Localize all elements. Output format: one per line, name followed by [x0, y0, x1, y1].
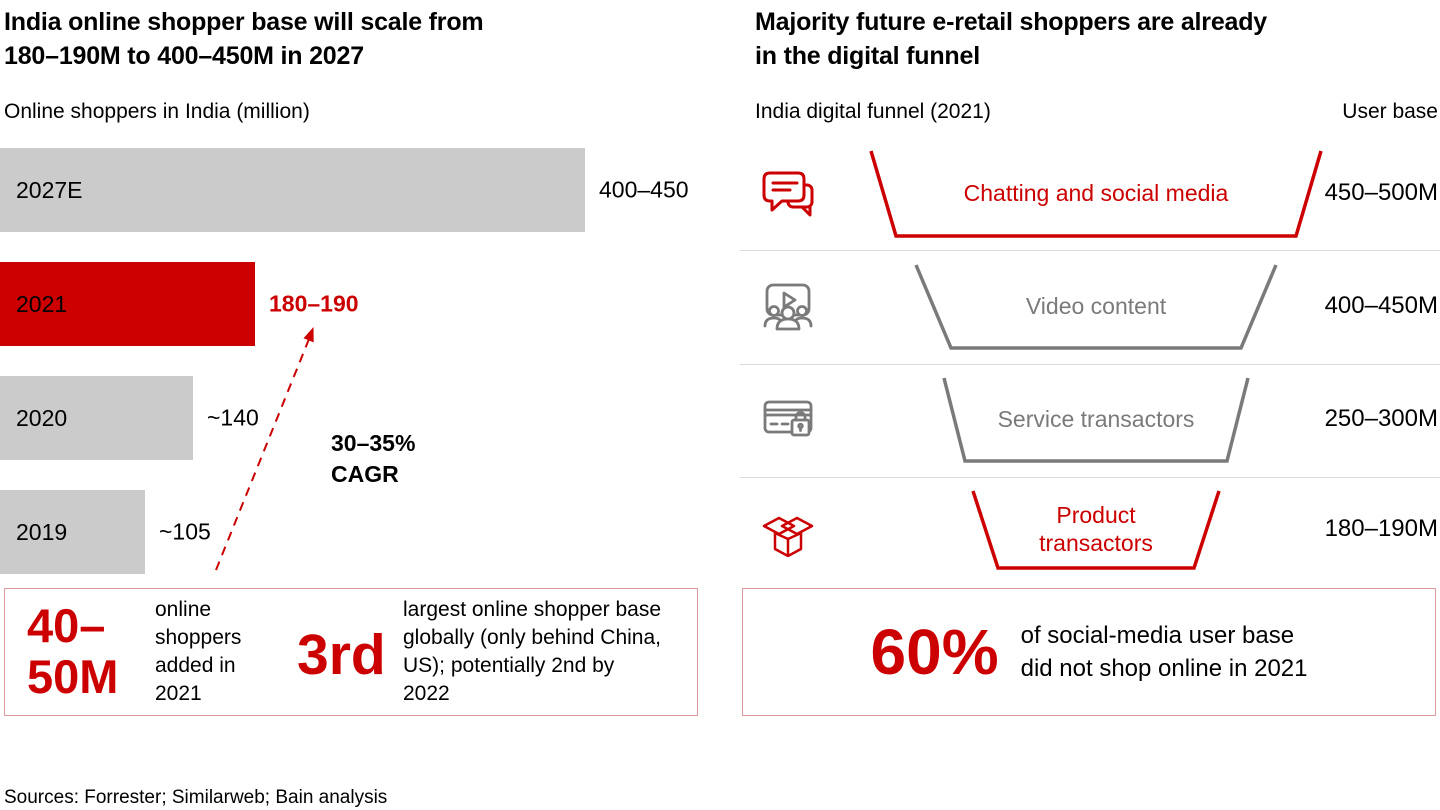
funnel-shape: [914, 264, 1278, 350]
bar-value-label: ~140: [207, 404, 259, 431]
funnel-label: Chatting and social media: [963, 180, 1229, 206]
right-title: Majority future e-retail shoppers are al…: [755, 5, 1267, 73]
left-title-line2: 180–190M to 400–450M in 2027: [4, 42, 364, 70]
funnel-row-1: Chatting and social media 450–500M: [740, 148, 1440, 244]
bar-category-label: 2020: [16, 404, 68, 431]
bar-category-label: 2027E: [16, 176, 83, 203]
bar-chart: 2027E 400–450 2021 180–190 2020 ~140 2019 ~105: [0, 148, 720, 580]
bar-category-label: 2019: [16, 518, 68, 545]
funnel-row-4: Product transactors 180–190M: [740, 488, 1440, 580]
funnel-row-3: Service transactors 250–300M: [740, 375, 1440, 469]
video-audience-icon: [760, 278, 816, 334]
bar-value-label: 180–190: [269, 290, 359, 317]
card-lock-icon: [760, 391, 816, 447]
bar-value-label: 400–450: [599, 176, 689, 203]
funnel-value: 450–500M: [1324, 179, 1438, 206]
funnel-subtitle: India digital funnel (2021): [755, 100, 991, 123]
bar-category-label: 2021: [16, 290, 68, 317]
funnel-value: 180–190M: [1324, 515, 1438, 542]
right-panel: Majority future e-retail shoppers are al…: [740, 0, 1440, 810]
bar-row-2019: 2019 ~105: [0, 490, 720, 574]
bar-row-2020: 2020 ~140: [0, 376, 720, 460]
left-title-line1: India online shopper base will scale fro…: [4, 8, 484, 36]
insight-box-left: 40– 50M online shoppers added in 2021 3r…: [4, 588, 698, 716]
right-title-line2: in the digital funnel: [755, 42, 980, 70]
right-title-line1: Majority future e-retail shoppers are al…: [755, 8, 1268, 36]
stat-rank: 3rd: [297, 623, 386, 687]
chart-subtitle: Online shoppers in India (million): [4, 100, 310, 123]
funnel-value: 400–450M: [1324, 292, 1438, 319]
funnel-shape: [971, 490, 1221, 570]
funnel-label: Video content: [1025, 293, 1167, 319]
bar-row-2021: 2021 180–190: [0, 262, 720, 346]
funnel-divider: [740, 250, 1440, 251]
stat-shoppers-added: 40– 50M: [27, 599, 119, 703]
cagr-value: 30–35%: [331, 430, 416, 456]
cagr-label: 30–35% CAGR: [331, 428, 415, 490]
user-base-label: User base: [1342, 100, 1438, 123]
stat-rank-desc: largest online shopper base globally (on…: [403, 598, 662, 705]
funnel-divider: [740, 364, 1440, 365]
funnel-value: 250–300M: [1324, 405, 1438, 432]
funnel-label: Service transactors: [997, 406, 1195, 432]
funnel-label: Product transactors: [1039, 502, 1153, 556]
funnel-row-2: Video content 400–450M: [740, 262, 1440, 356]
bar-2019: 2019: [0, 490, 145, 574]
funnel: Chatting and social media 450–500M Video c…: [740, 0, 1440, 600]
stat-shoppers-added-desc: online shoppers added in 2021: [155, 598, 242, 705]
bar-value-label: ~105: [159, 518, 211, 545]
bar-2021: 2021: [0, 262, 255, 346]
bar-2020: 2020: [0, 376, 193, 460]
funnel-divider: [740, 477, 1440, 478]
stat-60pct: 60%: [870, 616, 999, 688]
bar-row-2027E: 2027E 400–450: [0, 148, 720, 232]
chat-bubbles-icon: [760, 165, 816, 221]
bar-2027E: 2027E: [0, 148, 585, 232]
funnel-shape: [942, 377, 1250, 463]
insight-box-right: 60% of social-media user base did not sh…: [742, 588, 1436, 716]
cagr-word: CAGR: [331, 461, 399, 487]
sources-note: Sources: Forrester; Similarweb; Bain ana…: [4, 787, 388, 808]
left-panel: India online shopper base will scale fro…: [0, 5, 720, 716]
stat-60pct-desc: of social-media user base did not shop o…: [1020, 622, 1308, 682]
open-box-icon: [760, 501, 816, 557]
funnel-shape: [869, 150, 1323, 238]
left-title: India online shopper base will scale fro…: [4, 5, 484, 73]
